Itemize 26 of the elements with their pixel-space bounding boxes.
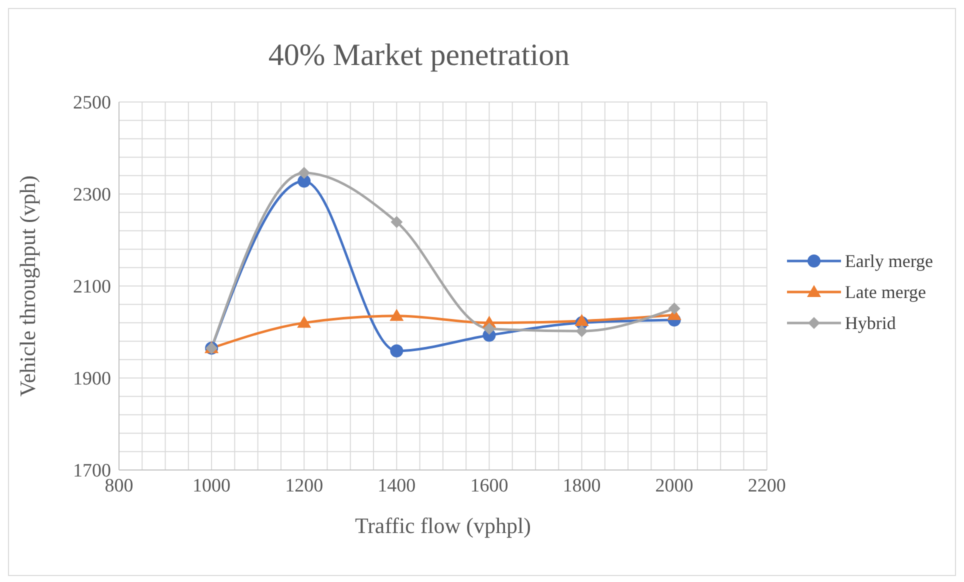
point (390, 344, 404, 358)
x-tick-label: 1800 (562, 475, 601, 496)
point (390, 216, 403, 228)
point (298, 166, 310, 179)
y-tick-label: 2300 (73, 184, 111, 206)
x-tick-label: 2200 (748, 475, 786, 496)
point (574, 314, 589, 326)
legend-label: Late merge (844, 282, 926, 302)
point (576, 325, 588, 338)
y-tick-label: 2100 (73, 276, 111, 298)
x-tick-label: 1000 (192, 475, 231, 496)
point (668, 302, 680, 315)
x-tick-label: 1400 (378, 475, 416, 496)
point (390, 308, 404, 321)
legend-label: Hybrid (844, 312, 896, 334)
point (483, 322, 496, 335)
x-tick-label: 2000 (655, 475, 694, 496)
x-tick-label: 1200 (285, 475, 324, 496)
y-tick-label: 2500 (73, 92, 111, 114)
x-axis-title: Traffic flow (vphpl) (354, 513, 531, 538)
y-tick-label: 1900 (73, 368, 111, 390)
point (297, 316, 312, 328)
x-tick-label: 1600 (470, 475, 508, 496)
y-axis-title: Vehicle throughput (vph) (14, 175, 40, 397)
legend-label: Early merge (844, 250, 933, 272)
chart-title: 40% Market penetration (267, 37, 571, 73)
